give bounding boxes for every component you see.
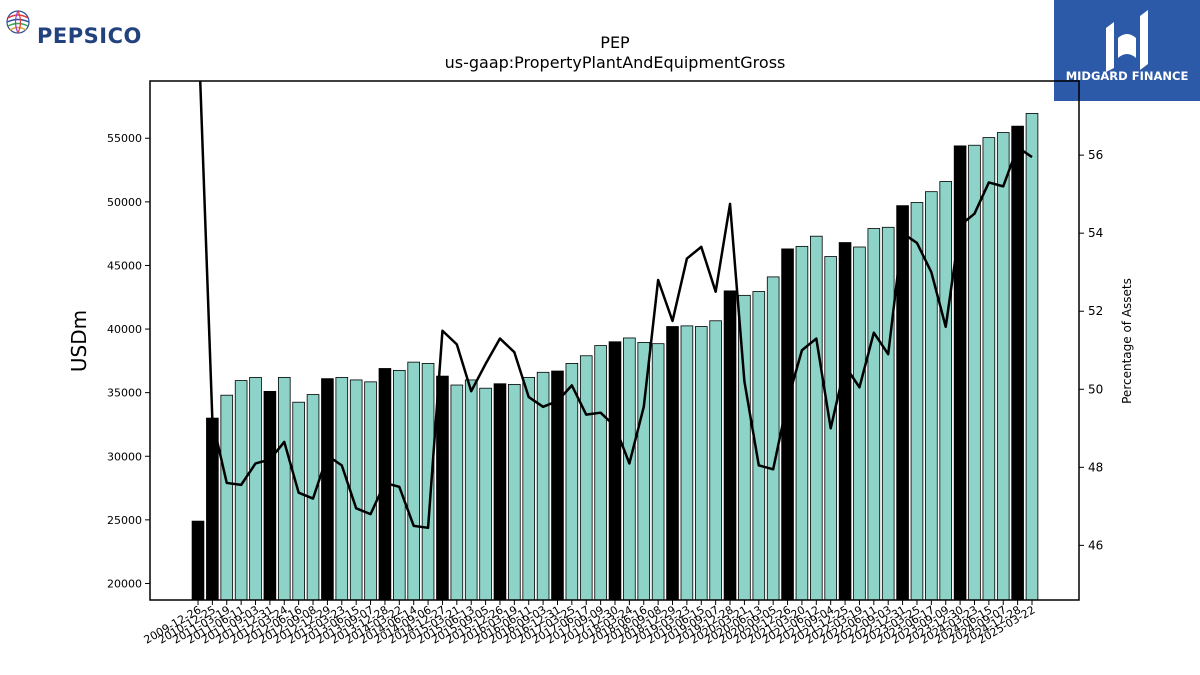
chart-subtitle: us-gaap:PropertyPlantAndEquipmentGross	[445, 53, 786, 72]
y2-axis-ticks: 46 48 50 52 54 56	[1079, 148, 1103, 552]
y-tick-label: 55000	[107, 132, 142, 145]
bar	[694, 326, 708, 600]
y-tick-label: 30000	[107, 450, 142, 463]
globe-icon	[6, 10, 30, 34]
bar	[421, 362, 435, 600]
bar	[407, 361, 420, 600]
bar	[321, 378, 334, 600]
y-tick-label: 35000	[107, 387, 142, 400]
bar	[853, 246, 866, 600]
bar	[249, 376, 262, 600]
bar	[436, 375, 449, 600]
bar	[565, 362, 579, 600]
bar	[637, 342, 651, 600]
y-axis-label: USDm	[67, 310, 91, 372]
bar	[608, 341, 622, 600]
bar	[996, 132, 1010, 600]
bar	[709, 320, 722, 600]
bar	[795, 245, 809, 600]
y2-tick-label: 52	[1088, 304, 1103, 318]
bar	[910, 202, 924, 600]
bar	[277, 376, 291, 600]
y-axis-ticks: 20000 25000 30000 35000 40000 45000 50000 55000	[107, 132, 150, 590]
bar	[464, 379, 478, 600]
y2-tick-label: 50	[1088, 382, 1103, 396]
bar	[881, 226, 895, 600]
bar	[220, 394, 234, 600]
y2-tick-label: 56	[1088, 148, 1103, 162]
bar	[982, 137, 996, 600]
bar	[680, 325, 694, 600]
bar	[551, 370, 564, 600]
pepsico-logo: PEPSICO	[4, 6, 174, 50]
y-tick-label: 25000	[107, 514, 142, 527]
bar	[191, 520, 205, 600]
bar	[479, 387, 492, 600]
bar	[752, 291, 766, 600]
bar	[896, 205, 909, 600]
midgard-finance-logo-text: MIDGARD FINANCE	[1066, 69, 1189, 83]
bar	[968, 144, 981, 600]
percentage-line	[198, 81, 1033, 530]
bar	[263, 390, 277, 600]
bar	[810, 235, 823, 600]
y2-tick-label: 46	[1088, 538, 1103, 552]
x-axis-ticks: 2009-12-262010-12-252011-03-192011-06-11…	[142, 600, 1038, 647]
bar	[623, 337, 636, 600]
bar	[493, 383, 507, 600]
y-tick-label: 40000	[107, 323, 142, 336]
bar	[234, 380, 248, 600]
bar-series	[191, 113, 1039, 600]
chart-title: PEP	[600, 33, 630, 52]
bar	[1011, 125, 1024, 600]
bar	[450, 384, 464, 600]
bar	[364, 381, 377, 600]
bar	[925, 191, 938, 600]
y2-tick-label: 54	[1088, 226, 1103, 240]
bar	[666, 326, 679, 600]
bar	[953, 145, 967, 600]
midgard-emblem-icon	[1106, 10, 1148, 72]
bar	[838, 242, 852, 600]
bar	[867, 228, 881, 600]
bar	[349, 379, 363, 600]
bar	[292, 401, 305, 600]
y-tick-label: 45000	[107, 259, 142, 272]
bar	[651, 343, 665, 600]
y-tick-label: 20000	[107, 577, 142, 590]
bar	[939, 181, 953, 600]
y2-axis-label: Percentage of Assets	[1120, 278, 1134, 404]
bar	[738, 294, 751, 600]
bar	[579, 355, 593, 600]
bar	[206, 417, 219, 600]
plot-frame	[149, 80, 1080, 601]
y2-tick-label: 48	[1088, 460, 1103, 474]
bar	[1025, 113, 1039, 600]
bar	[508, 383, 521, 600]
y-tick-label: 50000	[107, 196, 142, 209]
bar	[594, 345, 607, 600]
bar	[723, 290, 737, 600]
bar	[766, 276, 780, 600]
pepsico-logo-text: PEPSICO	[37, 24, 142, 48]
bar	[335, 376, 349, 600]
bar	[522, 376, 536, 600]
